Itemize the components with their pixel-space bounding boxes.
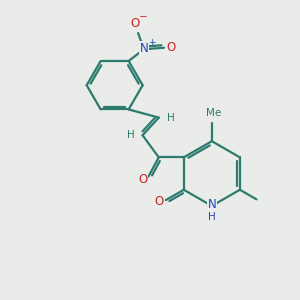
Text: N: N [140, 42, 148, 55]
Text: H: H [127, 130, 135, 140]
Text: H: H [208, 212, 216, 222]
Text: O: O [138, 173, 147, 186]
Text: O: O [154, 195, 163, 208]
Text: +: + [148, 38, 156, 47]
Text: H: H [167, 112, 174, 123]
Text: O: O [130, 17, 139, 30]
Text: −: − [139, 12, 148, 22]
Text: N: N [208, 198, 216, 211]
Text: Me: Me [206, 108, 221, 118]
Text: O: O [167, 41, 176, 54]
